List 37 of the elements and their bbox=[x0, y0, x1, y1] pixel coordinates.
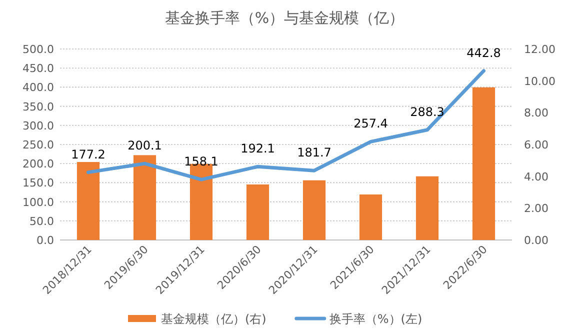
y-tick-label: 50.0 bbox=[30, 214, 54, 228]
bar bbox=[76, 162, 100, 240]
data-label: 181.7 bbox=[297, 146, 332, 160]
y-tick-label: 100.0 bbox=[22, 196, 54, 209]
legend-label: 换手率（%）(左) bbox=[329, 312, 422, 326]
y2-tick-label: 4.00 bbox=[524, 170, 548, 184]
y-tick-label: 200.0 bbox=[22, 158, 54, 171]
legend: 换手率（%）(左) bbox=[294, 312, 422, 326]
bar bbox=[302, 180, 326, 240]
y-tick-label: 350.0 bbox=[22, 100, 54, 114]
y2-tick-label: 8.00 bbox=[524, 106, 548, 120]
legend-label: 基金规模（亿）(右) bbox=[161, 312, 266, 326]
chart-title: 基金换手率（%）与基金规模（亿） bbox=[164, 9, 404, 27]
data-label: 442.8 bbox=[466, 46, 501, 60]
bar bbox=[472, 87, 496, 240]
y2-tick-label: 12.00 bbox=[524, 43, 556, 56]
y2-tick-label: 2.00 bbox=[524, 202, 548, 216]
data-label: 257.4 bbox=[354, 116, 388, 131]
data-label: 177.2 bbox=[71, 147, 106, 162]
data-label: 192.1 bbox=[240, 142, 275, 156]
y2-tick-label: 0.00 bbox=[524, 234, 548, 247]
data-label: 200.1 bbox=[128, 138, 162, 153]
bar bbox=[246, 184, 270, 240]
bar bbox=[416, 176, 439, 240]
y-tick-label: 300.0 bbox=[22, 119, 54, 132]
y-tick-label: 0.0 bbox=[36, 234, 54, 247]
y-tick-label: 150.0 bbox=[22, 176, 54, 190]
y-tick-label: 450.0 bbox=[22, 62, 54, 76]
y-tick-label: 250.0 bbox=[22, 138, 54, 152]
bar bbox=[133, 155, 156, 240]
legend: 基金规模（亿）(右) bbox=[128, 312, 266, 326]
y-tick-label: 500.0 bbox=[22, 43, 54, 56]
y2-tick-label: 10.00 bbox=[524, 74, 556, 88]
y-tick-label: 400.0 bbox=[22, 81, 54, 94]
bar bbox=[359, 194, 382, 240]
y2-tick-label: 6.00 bbox=[524, 138, 548, 152]
data-label: 288.3 bbox=[410, 104, 444, 119]
